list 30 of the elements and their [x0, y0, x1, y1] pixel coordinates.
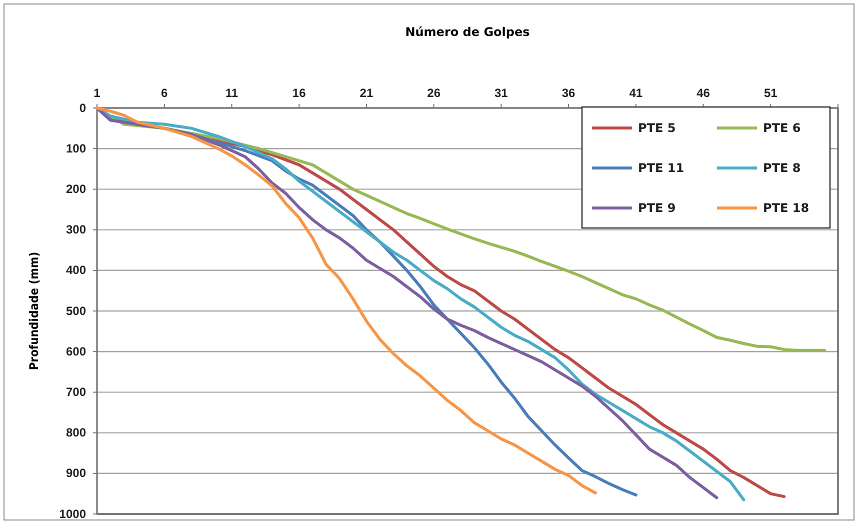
y-tick-label: 200 — [66, 182, 86, 196]
y-tick-label: 600 — [66, 344, 86, 358]
x-tick-label: 46 — [696, 86, 710, 100]
y-tick-label: 0 — [79, 100, 86, 115]
chart-title: Número de Golpes — [405, 25, 530, 39]
y-tick-label: 800 — [66, 426, 86, 440]
x-tick-label: 51 — [764, 86, 778, 100]
y-tick-label: 700 — [66, 385, 86, 400]
legend-label: PTE 8 — [763, 161, 801, 175]
x-tick-label: 21 — [360, 86, 374, 100]
y-tick-label: 100 — [66, 141, 86, 156]
legend-label: PTE 11 — [638, 161, 684, 175]
x-tick-label: 11 — [225, 86, 238, 100]
y-axis-title: Profundidade (mm) — [27, 252, 41, 370]
x-tick-label: 41 — [629, 86, 643, 100]
legend-label: PTE 5 — [638, 121, 676, 135]
legend-label: PTE 18 — [763, 201, 810, 215]
x-tick-label: 26 — [427, 86, 441, 100]
x-tick-label: 1 — [94, 86, 101, 100]
x-tick-label: 31 — [494, 86, 508, 100]
x-tick-label: 16 — [292, 86, 306, 100]
y-tick-label: 400 — [66, 263, 86, 278]
legend-label: PTE 9 — [638, 201, 676, 215]
x-tick-label: 36 — [562, 86, 576, 100]
x-tick-label: 6 — [161, 86, 168, 100]
y-tick-label: 300 — [66, 222, 86, 237]
legend-label: PTE 6 — [763, 121, 801, 135]
y-tick-label: 900 — [66, 466, 86, 480]
y-tick-label: 1000 — [59, 506, 86, 521]
y-tick-label: 500 — [66, 304, 86, 318]
